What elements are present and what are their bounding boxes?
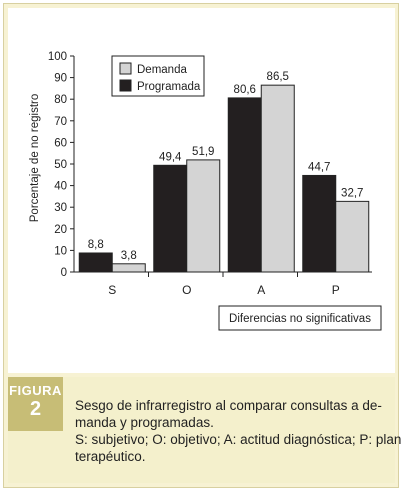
legend-swatch	[119, 62, 132, 75]
bar-value-label: 3,8	[121, 250, 137, 262]
x-category-label: S	[108, 283, 116, 297]
caption-line: S: subjetivo; O: objetivo; A: actitud di…	[75, 432, 402, 447]
figure-number: 2	[29, 398, 42, 420]
bar-programada-o	[153, 164, 188, 273]
figure-card: 0 10 20 30 40 50 60 70 80 90 100 8,8 3,8 49,4 51,9 80,…	[3, 3, 402, 488]
caption-band: FIGURA 2 Sesgo de infrarregistro al comp…	[8, 377, 402, 483]
chart-panel: 0 10 20 30 40 50 60 70 80 90 100 8,8 3,8 49,4 51,9 80,…	[8, 8, 395, 373]
y-tick-label: 100	[48, 51, 67, 63]
caption-line: terapéutico.	[75, 449, 146, 464]
y-axis-ticks: 0 10 20 30 40 50 60 70 80 90 100	[48, 51, 74, 279]
annotation-text: Diferencias no significativas	[229, 313, 371, 325]
bar-programada-s	[78, 252, 113, 273]
figure-label: FIGURA	[9, 383, 62, 398]
chart-legend: Demanda Programada	[111, 55, 205, 97]
y-tick-label: 50	[54, 159, 67, 171]
y-tick-label: 0	[61, 267, 67, 279]
figure-label-box: FIGURA 2	[8, 377, 63, 431]
bar-value-label: 49,4	[159, 151, 182, 163]
legend-swatch	[119, 79, 132, 92]
caption-line: Sesgo de infrarregistro al comparar cons…	[75, 398, 382, 413]
bar-demanda-a	[260, 84, 295, 273]
figure-caption: Sesgo de infrarregistro al comparar cons…	[75, 397, 402, 465]
y-tick-label: 80	[54, 94, 67, 106]
bar-programada-p	[302, 174, 337, 273]
x-category-label: O	[182, 283, 191, 297]
annotation-box: Diferencias no significativas	[218, 305, 382, 331]
y-tick-label: 60	[54, 137, 67, 149]
bar-value-label: 44,7	[308, 161, 330, 173]
y-tick-label: 10	[54, 245, 67, 257]
bar-programada-a	[227, 97, 262, 273]
bar-value-label: 86,5	[267, 71, 289, 83]
x-category-label: A	[257, 283, 265, 297]
bar-value-label: 32,7	[341, 187, 363, 199]
y-tick-label: 40	[54, 181, 67, 193]
bar-demanda-o	[186, 159, 221, 273]
legend-label: Demanda	[137, 64, 187, 76]
y-tick-label: 30	[54, 202, 67, 214]
y-tick-label: 20	[54, 224, 67, 236]
chart-value-labels: 8,8 3,8 49,4 51,9 80,6 86,5 44,7 32,7	[88, 71, 364, 262]
bar-value-label: 51,9	[192, 146, 214, 158]
chart-bars	[78, 84, 370, 273]
bar-chart: 0 10 20 30 40 50 60 70 80 90 100 8,8 3,8 49,4 51,9 80,…	[29, 51, 382, 331]
bar-value-label: 80,6	[234, 84, 256, 96]
caption-line: manda y programadas.	[75, 415, 214, 430]
bar-value-label: 8,8	[88, 239, 104, 251]
y-axis-label: Porcentaje de no registro	[29, 94, 41, 223]
x-category-label: P	[332, 283, 340, 297]
y-tick-label: 90	[54, 73, 67, 85]
y-tick-label: 70	[54, 116, 67, 128]
bar-demanda-p	[335, 200, 370, 273]
legend-label: Programada	[137, 81, 201, 93]
bar-demanda-s	[111, 263, 146, 273]
